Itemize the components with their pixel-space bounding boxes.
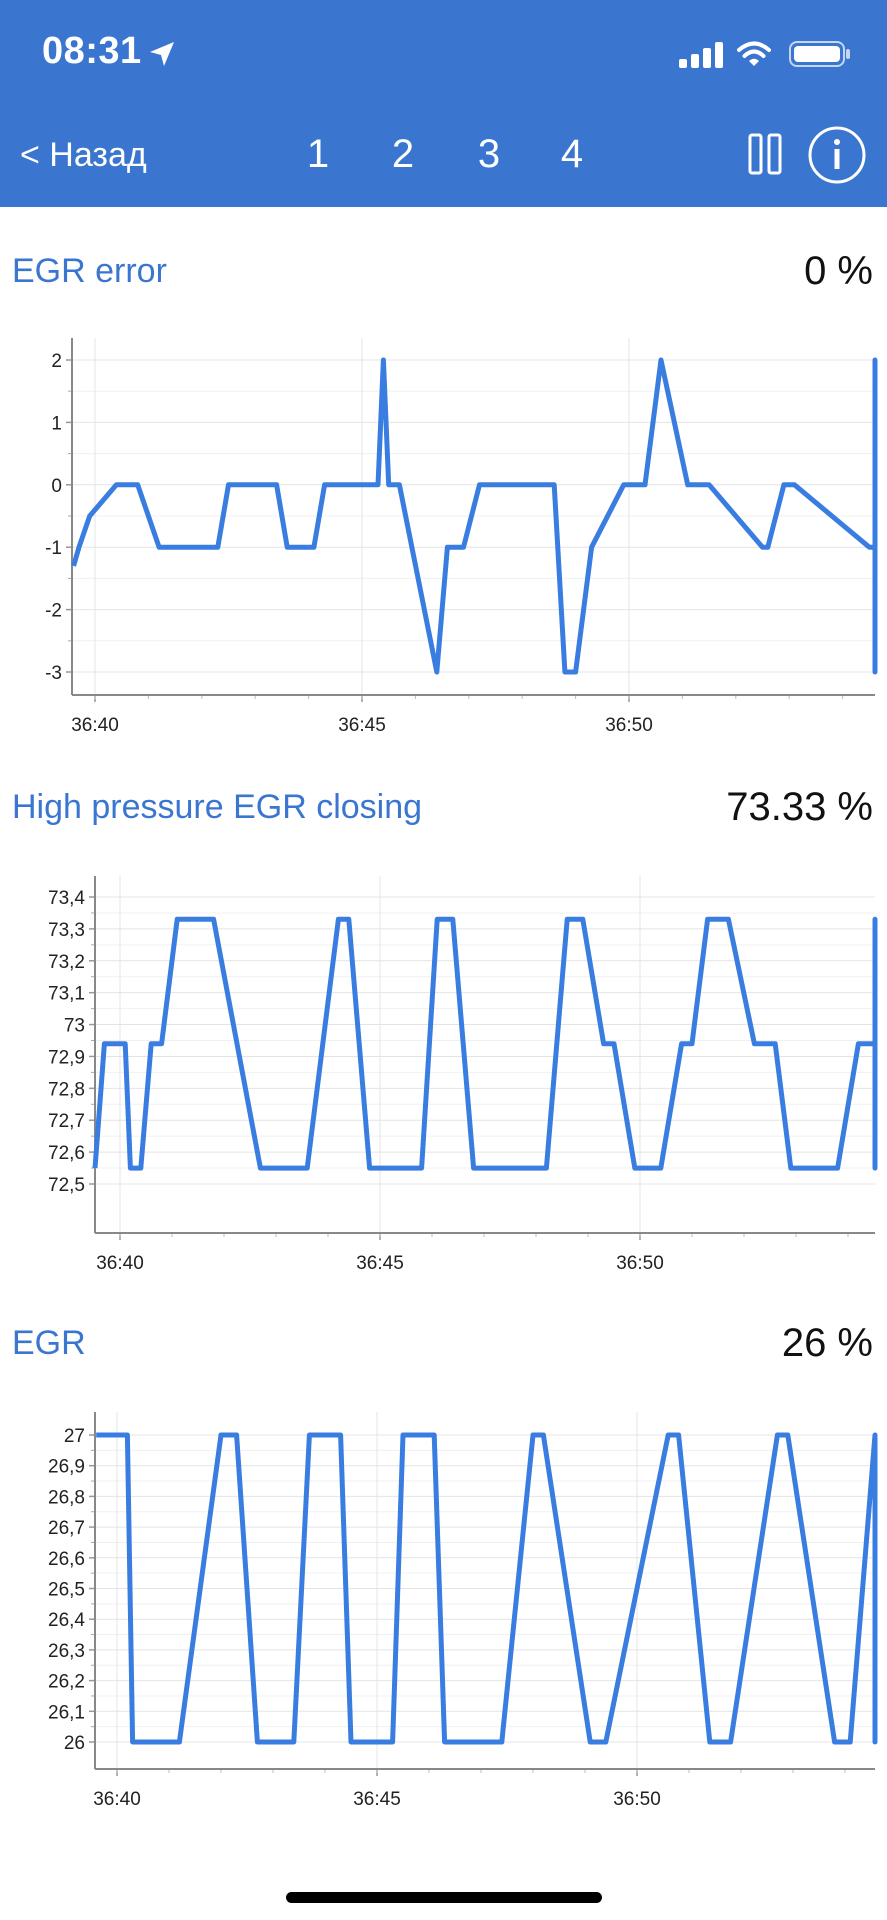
- nav-header: 08:31 < Назад 1 2 3 4: [0, 0, 887, 207]
- pause-icon[interactable]: [748, 133, 782, 175]
- tab-3[interactable]: 3: [477, 132, 501, 176]
- y-tick-label: 73,3: [48, 920, 85, 941]
- y-tick-label: 26,1: [48, 1702, 85, 1723]
- section-title-egr-error: EGR error: [12, 252, 167, 290]
- y-tick-label: 73,2: [48, 952, 85, 973]
- info-icon[interactable]: [808, 126, 866, 184]
- y-tick-label: 26,4: [48, 1610, 85, 1631]
- y-tick-label: 27: [64, 1426, 85, 1447]
- x-tick-label: 36:50: [613, 1789, 661, 1810]
- cellular-signal-icon: [679, 42, 723, 68]
- y-tick-label: 72,6: [48, 1143, 85, 1164]
- location-arrow-icon: [150, 42, 174, 66]
- egr-chart: 27 26,9 26,8 26,7 26,6 26,5 26,4 26,3 26,2 26,1 26…: [48, 1412, 878, 1810]
- section-title-egr: EGR: [12, 1324, 86, 1362]
- egr-error-chart: 2 1 0 -1 -2 -3 36:40 36:45 36:50: [45, 338, 878, 736]
- hp-egr-closing-chart: 73,4 73,3 73,2 73,1 73 72,9 72,8 72,7 72,6 72,5 36…: [48, 876, 878, 1274]
- y-tick-label: 73: [64, 1016, 85, 1037]
- y-tick-label: 26: [64, 1733, 85, 1754]
- section-value-egr-error: 0 %: [804, 249, 873, 293]
- tab-4[interactable]: 4: [560, 132, 584, 176]
- x-tick-label: 36:45: [353, 1789, 401, 1810]
- y-tick-label: 72,7: [48, 1111, 85, 1132]
- tab-1[interactable]: 1: [306, 132, 330, 176]
- y-tick-label: 1: [51, 413, 62, 434]
- y-tick-label: 26,8: [48, 1487, 85, 1508]
- y-tick-label: -1: [45, 538, 62, 559]
- series-line: [92, 916, 878, 1171]
- section-value-egr: 26 %: [781, 1321, 873, 1365]
- tab-2[interactable]: 2: [391, 132, 415, 176]
- x-tick-label: 36:40: [96, 1253, 144, 1274]
- y-tick-label: 26,7: [48, 1518, 85, 1539]
- y-tick-label: -3: [45, 663, 62, 684]
- x-tick-label: 36:50: [605, 715, 653, 736]
- home-indicator: [286, 1892, 602, 1903]
- y-tick-label: 26,9: [48, 1457, 85, 1478]
- back-button[interactable]: < Назад: [20, 136, 147, 174]
- battery-icon: [789, 41, 850, 67]
- wifi-icon: [737, 41, 771, 66]
- y-tick-label: 26,2: [48, 1672, 85, 1693]
- y-tick-label: 26,3: [48, 1641, 85, 1662]
- series-line: [96, 1432, 878, 1745]
- x-tick-label: 36:45: [356, 1253, 404, 1274]
- x-tick-label: 36:40: [93, 1789, 141, 1810]
- y-tick-label: 0: [51, 476, 62, 497]
- x-tick-label: 36:40: [71, 715, 119, 736]
- section-value-hp-egr-closing: 73.33 %: [726, 785, 873, 829]
- y-tick-label: 72,9: [48, 1047, 85, 1068]
- section-title-hp-egr-closing: High pressure EGR closing: [12, 788, 423, 826]
- series-line: [71, 357, 878, 675]
- y-tick-label: 72,5: [48, 1175, 85, 1196]
- y-tick-label: 26,5: [48, 1580, 85, 1601]
- y-tick-label: 73,1: [48, 984, 85, 1005]
- x-tick-label: 36:50: [616, 1253, 664, 1274]
- y-tick-label: 72,8: [48, 1079, 85, 1100]
- y-tick-label: 73,4: [48, 888, 85, 909]
- y-tick-label: -2: [45, 601, 62, 622]
- status-time: 08:31: [42, 30, 142, 72]
- y-tick-label: 2: [51, 351, 62, 372]
- x-tick-label: 36:45: [338, 715, 386, 736]
- y-tick-label: 26,6: [48, 1549, 85, 1570]
